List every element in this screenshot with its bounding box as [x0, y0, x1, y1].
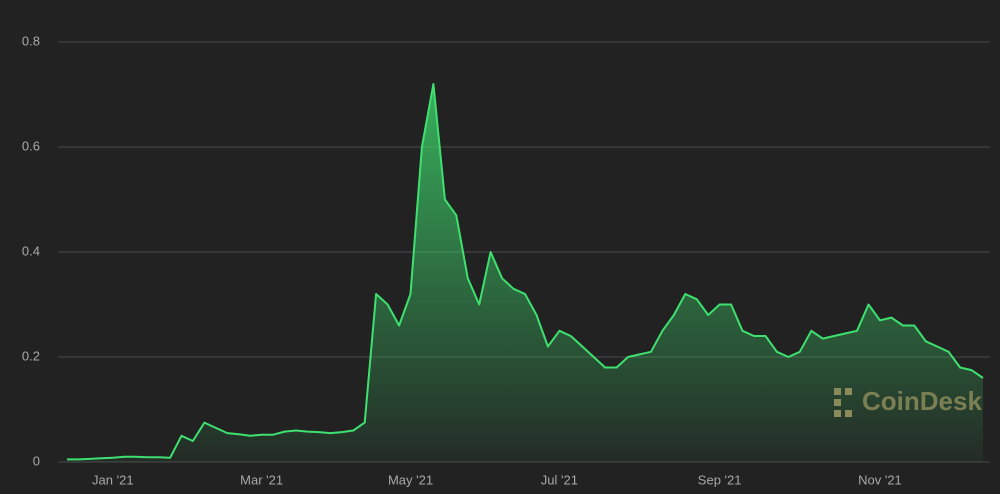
x-tick-label: Sep '21: [698, 472, 742, 487]
y-tick-label: 0.8: [22, 33, 40, 48]
x-tick-label: May '21: [388, 472, 433, 487]
y-tick-label: 0: [33, 453, 40, 468]
logo-dot: [834, 388, 841, 395]
x-tick-label: Mar '21: [240, 472, 283, 487]
y-tick-label: 0.2: [22, 348, 40, 363]
x-tick-label: Nov '21: [858, 472, 902, 487]
line: [67, 83, 984, 461]
logo-dot: [834, 410, 841, 417]
watermark-text: CoinDesk: [862, 386, 982, 416]
watermark: CoinDesk: [834, 386, 982, 417]
logo-dot: [845, 410, 852, 417]
y-tick-label: 0.6: [22, 138, 40, 153]
logo-dot: [834, 399, 841, 406]
logo-dot: [845, 388, 852, 395]
area: [67, 84, 983, 462]
x-tick-label: Jan '21: [92, 472, 134, 487]
y-tick-label: 0.4: [22, 243, 40, 258]
x-tick-label: Jul '21: [541, 472, 578, 487]
